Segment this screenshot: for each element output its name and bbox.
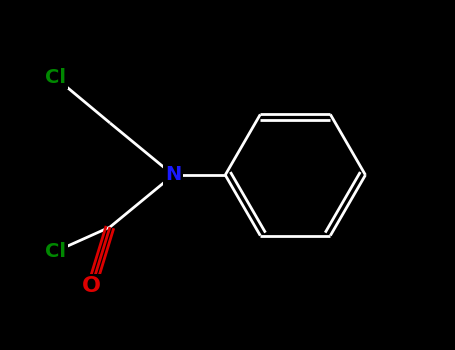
Text: O: O [82, 276, 101, 296]
Text: Cl: Cl [45, 68, 66, 87]
Text: N: N [165, 166, 182, 184]
Text: Cl: Cl [45, 242, 66, 261]
